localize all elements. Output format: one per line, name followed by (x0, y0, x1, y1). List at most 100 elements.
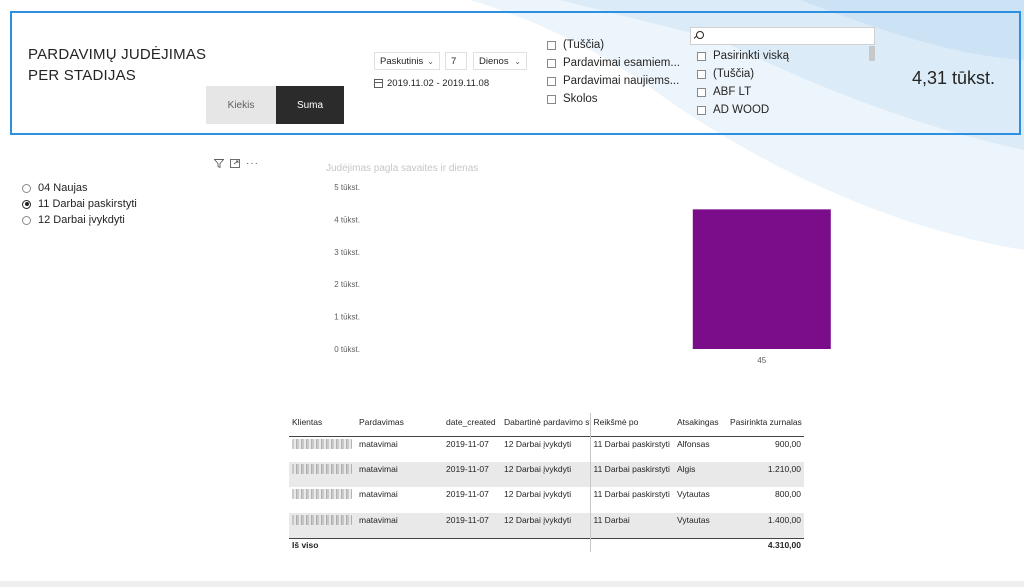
table-row[interactable]: matavimai 2019-11-07 12 Darbai įvykdyti 11 … (289, 512, 804, 539)
checkbox[interactable] (697, 51, 706, 61)
focus-mode-icon[interactable] (230, 159, 240, 168)
page-title: PARDAVIMŲ JUDĖJIMAS PER STADIJAS (28, 44, 208, 86)
search-icon (694, 31, 704, 41)
kiekis-button[interactable]: Kiekis (206, 86, 276, 124)
table-total-row: Iš viso 4.310,00 (289, 538, 804, 552)
type-option[interactable]: Pardavimai esamiem... (547, 54, 680, 72)
redacted-blur (292, 438, 352, 449)
column-header[interactable]: Atsakingas (677, 417, 719, 427)
table-cell: 11 Darbai (593, 514, 630, 525)
page-title-line2: PER STADIJAS (28, 67, 136, 84)
redacted-client-name (289, 487, 356, 513)
type-slicer: (Tuščia) Pardavimai esamiem... Pardavima… (547, 36, 680, 108)
redacted-client-name (289, 462, 356, 488)
type-option[interactable]: Pardavimai naujiems... (547, 72, 680, 90)
stage-option[interactable]: 04 Naujas (22, 180, 137, 196)
table-cell: 800,00 (775, 489, 801, 499)
relative-date-unit-value: Dienos (479, 55, 509, 67)
relative-date-mode-value: Paskutinis (380, 55, 424, 67)
date-range: 2019.11.02 - 2019.11.08 (374, 78, 489, 89)
checkbox[interactable] (547, 94, 556, 104)
relative-date-mode-dropdown[interactable]: Paskutinis ⌄ (374, 52, 440, 70)
chart-title: Judėjimas pagla savaites ir dienas (326, 163, 479, 174)
chevron-down-icon: ⌄ (427, 56, 434, 66)
page-title-line1: PARDAVIMŲ JUDĖJIMAS (28, 46, 207, 63)
more-options-icon[interactable]: ··· (246, 158, 259, 169)
type-option[interactable]: (Tuščia) (547, 36, 680, 54)
client-slicer-scrollbar[interactable] (869, 46, 875, 61)
filter-icon[interactable] (214, 159, 224, 168)
table-row[interactable]: matavimai 2019-11-07 12 Darbai įvykdyti 11 … (289, 436, 804, 462)
table-cell: 12 Darbai įvykdyti (501, 487, 591, 513)
bar-chart: 0 tūkst. 1 tūkst. 2 tūkst. 3 tūkst. 4 tūkst.… (334, 183, 831, 365)
header-panel (10, 11, 1021, 135)
stage-option[interactable]: 12 Darbai įvykdyti (22, 212, 137, 228)
bar[interactable] (692, 209, 831, 349)
redacted-blur (292, 489, 352, 499)
relative-date-unit-dropdown[interactable]: Dienos ⌄ (473, 52, 527, 70)
stage-slicer: 04 Naujas 11 Darbai paskirstyti 12 Darba… (22, 180, 137, 228)
y-tick-label: 3 tūkst. (334, 248, 360, 257)
table-cell: 12 Darbai įvykdyti (501, 461, 591, 487)
bottom-scroll-strip (0, 581, 1024, 587)
table-cell: Vytautas (677, 489, 710, 499)
relative-date-count-input[interactable]: 7 (445, 52, 467, 70)
kpi-card-value: 4,31 tūkst. (912, 68, 996, 88)
table-cell: 2019-11-07 (446, 463, 489, 474)
table-header-row: Klientas Pardavimas date_created Dabarti… (289, 413, 804, 436)
client-option[interactable]: AD WOOD (697, 101, 789, 119)
stage-option[interactable]: 11 Darbai paskirstyti (22, 196, 137, 212)
table-cell: matavimai (359, 489, 398, 499)
radio-button[interactable] (22, 215, 31, 225)
redacted-blur (292, 514, 352, 525)
table-cell: 2019-11-07 (446, 438, 489, 449)
table-cell: 11 Darbai paskirstyti (593, 438, 670, 449)
checkbox[interactable] (697, 87, 706, 97)
table-cell: matavimai (359, 438, 398, 449)
chevron-down-icon: ⌄ (514, 56, 521, 66)
y-tick-label: 1 tūkst. (334, 313, 360, 322)
table-cell: Algis (677, 463, 696, 474)
visual-header: ··· (214, 158, 259, 169)
y-tick-label: 2 tūkst. (334, 280, 360, 289)
checkbox[interactable] (697, 69, 706, 79)
column-header[interactable]: Klientas (292, 417, 323, 427)
column-header[interactable]: Pasirinkta zurnalas (730, 417, 802, 427)
client-option[interactable]: ABF LT (697, 83, 789, 101)
table-cell: Alfonsas (677, 438, 710, 449)
column-header[interactable]: Reikšmė po (593, 417, 639, 427)
table-row[interactable]: matavimai 2019-11-07 12 Darbai įvykdyti 11 … (289, 487, 804, 513)
table-cell: Vytautas (677, 514, 710, 525)
table-row[interactable]: matavimai 2019-11-07 12 Darbai įvykdyti 11 … (289, 461, 804, 488)
table-cell: 11 Darbai paskirstyti (593, 463, 670, 474)
y-tick-label: 0 tūkst. (334, 345, 360, 354)
date-range-text: 2019.11.02 - 2019.11.08 (387, 78, 490, 89)
table-cell: 2019-11-07 (446, 489, 489, 499)
type-option[interactable]: Skolos (547, 90, 680, 108)
checkbox[interactable] (547, 58, 556, 68)
table-cell: 12 Darbai įvykdyti (501, 436, 591, 462)
client-option[interactable]: Pasirinkti viską (697, 47, 789, 65)
client-search-input[interactable] (690, 27, 875, 45)
suma-button[interactable]: Suma (276, 86, 344, 124)
redacted-client-name (289, 513, 356, 539)
radio-button[interactable] (22, 183, 31, 193)
table-cell: matavimai (359, 463, 398, 474)
y-tick-label: 4 tūkst. (334, 215, 360, 224)
column-header[interactable]: Dabartinė pardavimo stadija (501, 413, 591, 436)
client-option[interactable]: (Tuščia) (697, 65, 789, 83)
checkbox[interactable] (697, 105, 706, 115)
table-cell: 900,00 (775, 438, 801, 449)
table-cell: 2019-11-07 (446, 514, 489, 525)
table-cell: 1.400,00 (767, 514, 801, 525)
radio-button[interactable] (22, 199, 31, 209)
table-cell: 11 Darbai paskirstyti (593, 489, 670, 499)
table-cell: 12 Darbai įvykdyti (501, 512, 591, 538)
checkbox[interactable] (547, 40, 556, 50)
redacted-blur (292, 463, 352, 474)
column-header[interactable]: Pardavimas (359, 417, 404, 427)
x-tick-label: 45 (757, 356, 766, 365)
checkbox[interactable] (547, 76, 556, 86)
column-header[interactable]: date_created (446, 417, 496, 427)
